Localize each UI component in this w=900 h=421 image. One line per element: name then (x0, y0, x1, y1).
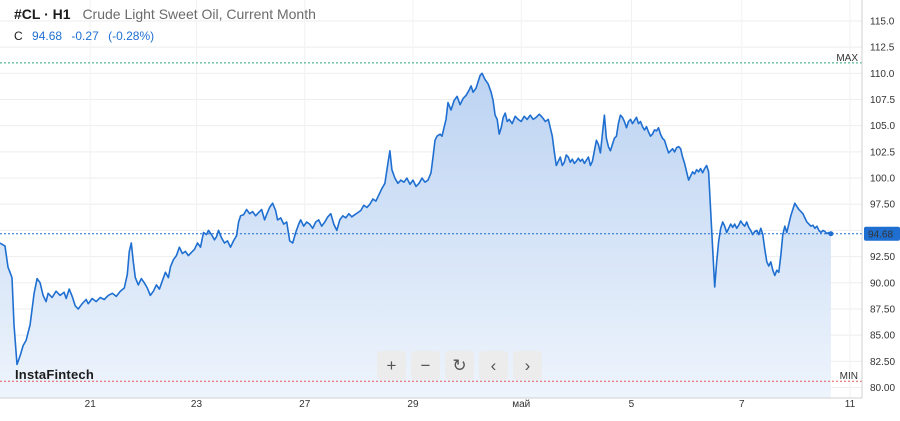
y-tick-label: 100.0 (870, 174, 895, 185)
y-tick-label: 80.00 (870, 383, 895, 394)
scroll-left-button[interactable]: ‹ (479, 351, 508, 380)
chart-toolbar: + − ↻ ‹ › (377, 351, 542, 380)
price-row: C 94.68 -0.27 (-0.28%) (14, 29, 316, 43)
last-price-dot (828, 231, 834, 237)
chart-header: #CL · H1 Crude Light Sweet Oil, Current … (14, 6, 316, 43)
y-tick-label: 110.0 (870, 69, 895, 80)
last-price-tag: 94.68 (864, 226, 900, 241)
y-tick-label: 115.0 (870, 16, 895, 27)
x-tick-label: май (512, 399, 530, 410)
y-tick-label: 107.5 (870, 95, 895, 106)
x-tick-label: 23 (191, 399, 203, 410)
max-label: MAX (836, 53, 858, 64)
last-price-tag-bg (864, 226, 900, 241)
y-tick-label: 82.50 (870, 357, 895, 368)
zoom-in-button[interactable]: + (377, 351, 406, 380)
last-price-tag-label: 94.68 (868, 229, 893, 240)
y-tick-label: 87.50 (870, 304, 895, 315)
x-tick-label: 27 (299, 399, 311, 410)
y-tick-label: 112.5 (870, 43, 895, 54)
price-area (0, 73, 831, 399)
scroll-right-button[interactable]: › (513, 351, 542, 380)
symbol-label[interactable]: #CL · H1 (14, 6, 71, 22)
x-tick-label: 21 (85, 399, 97, 410)
x-axis: 21 23 27 29 май 5 7 11 (85, 399, 856, 410)
y-tick-label: 102.5 (870, 147, 895, 158)
instrument-description: Crude Light Sweet Oil, Current Month (82, 6, 316, 22)
y-tick-label: 97.50 (870, 200, 895, 211)
y-tick-label: 85.00 (870, 331, 895, 342)
reset-button[interactable]: ↻ (445, 351, 474, 380)
change-value: -0.27 (71, 29, 99, 43)
x-tick-label: 29 (407, 399, 419, 410)
brand-logo: InstaFintech (15, 367, 94, 382)
y-tick-label: 90.00 (870, 278, 895, 289)
change-percent: (-0.28%) (108, 29, 155, 43)
y-tick-label: 105.0 (870, 121, 895, 132)
zoom-out-button[interactable]: − (411, 351, 440, 380)
x-tick-label: 5 (629, 399, 635, 410)
grid (0, 0, 862, 398)
x-tick-label: 11 (845, 399, 856, 410)
close-label: C (14, 29, 23, 43)
y-axis: 80.0082.5085.0087.5090.0092.5095.0097.50… (870, 16, 895, 394)
symbol-row: #CL · H1 Crude Light Sweet Oil, Current … (14, 6, 316, 22)
price-line (0, 72, 832, 366)
x-tick-label: 7 (739, 399, 745, 410)
close-value: 94.68 (32, 29, 63, 43)
min-label: MIN (840, 371, 858, 382)
y-tick-label: 92.50 (870, 252, 895, 263)
